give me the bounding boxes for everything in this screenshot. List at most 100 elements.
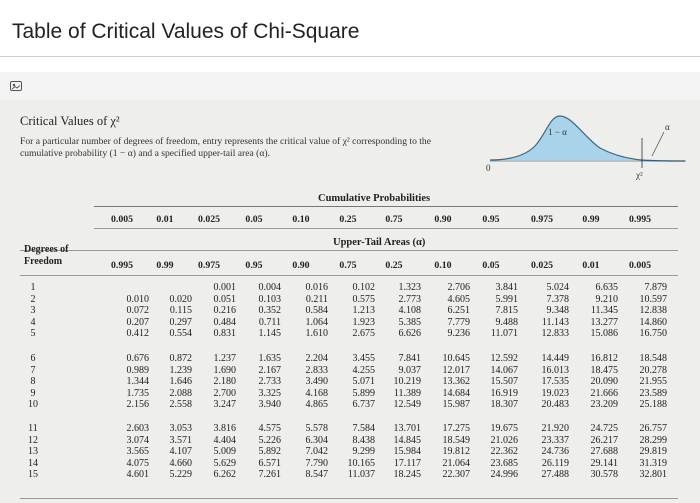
table-cell: 3.565 [126, 446, 150, 457]
degrees-of-freedom-value: 3 [30, 305, 36, 316]
table-cell: 7.042 [305, 446, 329, 457]
table-cell: 7.779 [447, 316, 471, 328]
table-cell: 9.348 [546, 305, 570, 316]
table-cell: 2.204 [305, 353, 329, 364]
image-icon[interactable] [10, 81, 22, 91]
table-cell: 2.156 [126, 399, 150, 410]
title-divider [0, 56, 700, 57]
table-cell: 5.899 [352, 387, 376, 399]
table-cell: 6.304 [305, 434, 329, 446]
table-cell: 3.490 [305, 376, 329, 387]
upper-tail-area-header: 0.05 [482, 260, 500, 271]
chi-square-axis-label: χ² [635, 170, 643, 180]
table-cell: 7.261 [258, 469, 282, 480]
table-cell: 8.547 [305, 469, 329, 480]
table-cell: 5.071 [352, 376, 376, 387]
table-cell: 5.629 [213, 457, 237, 469]
table-cell: 5.024 [546, 282, 570, 293]
table-cell: 0.297 [169, 316, 193, 328]
table-cell: 3.455 [352, 353, 376, 364]
table-cell: 4.605 [447, 293, 471, 305]
cumulative-probabilities-title: Cumulative Probabilities [318, 193, 431, 204]
table-cell: 24.736 [541, 446, 570, 457]
table-cell: 5.991 [495, 293, 519, 305]
table-cell: 2.088 [169, 387, 193, 399]
table-header-bottom-rule [20, 275, 678, 276]
table-cell: 18.307 [490, 399, 519, 410]
table-cell: 4.601 [126, 469, 150, 480]
table-cell: 0.831 [213, 328, 237, 339]
table-cell: 20.090 [590, 376, 619, 387]
table-cell: 5.226 [258, 434, 282, 446]
table-cell: 5.578 [305, 423, 329, 434]
table-cell: 3.325 [258, 387, 282, 399]
table-cell: 1.923 [352, 316, 376, 328]
table-cell: 1.323 [398, 282, 422, 293]
table-cell: 15.507 [490, 376, 519, 387]
table-cell: 4.255 [352, 364, 376, 376]
table-cell: 4.107 [169, 446, 193, 457]
cumulative-probability-header: 0.05 [245, 214, 263, 225]
table-cell: 0.207 [126, 316, 150, 328]
table-cell: 31.319 [639, 457, 668, 469]
table-cell: 2.733 [258, 376, 282, 387]
table-cell: 0.051 [213, 293, 237, 305]
table-cell: 2.603 [126, 423, 150, 434]
table-cell: 0.004 [258, 282, 282, 293]
table-cell: 5.385 [398, 316, 422, 328]
table-cell: 23.589 [639, 387, 668, 399]
table-cell: 0.989 [126, 364, 150, 376]
table-cell: 18.549 [442, 434, 471, 446]
table-top-rule [94, 206, 678, 207]
table-cell: 3.841 [495, 282, 519, 293]
table-cell: 9.488 [495, 316, 519, 328]
table-cell: 1.635 [258, 353, 282, 364]
table-cell: 4.168 [305, 387, 329, 399]
table-cell: 5.892 [258, 446, 282, 457]
table-cell: 14.449 [541, 353, 570, 364]
cumulative-area [490, 116, 642, 160]
table-cell: 1.145 [258, 328, 282, 339]
upper-tail-area-header: 0.10 [434, 260, 452, 271]
degrees-of-freedom-value: 6 [30, 353, 36, 364]
degrees-of-freedom-value: 2 [30, 293, 36, 305]
table-cell: 29.819 [639, 446, 668, 457]
degrees-of-freedom-value: 8 [30, 376, 36, 387]
table-cell: 23.209 [590, 399, 619, 410]
degrees-of-freedom-value: 12 [28, 434, 38, 446]
table-cell: 14.067 [490, 364, 519, 376]
table-cell: 6.251 [447, 305, 471, 316]
table-cell: 2.706 [447, 282, 471, 293]
table-cell: 18.475 [590, 364, 619, 376]
cumulative-probability-header: 0.025 [197, 214, 221, 225]
tail-area-label: α [665, 122, 670, 132]
table-cell: 0.676 [126, 353, 150, 364]
table-cell: 1.213 [352, 305, 376, 316]
table-cell: 6.262 [213, 469, 237, 480]
table-cell: 26.119 [541, 457, 569, 469]
degrees-of-freedom-value: 5 [30, 328, 36, 339]
table-cell: 28.299 [639, 434, 668, 446]
upper-tail-area-header: 0.005 [628, 260, 652, 271]
table-cell: 15.987 [442, 399, 471, 410]
cumulative-probability-header: 0.75 [385, 214, 403, 225]
upper-tail-area-header: 0.25 [385, 260, 403, 271]
table-cell: 30.578 [590, 469, 619, 480]
table-cell: 3.940 [258, 399, 282, 410]
table-cell: 0.412 [126, 328, 150, 339]
table-cell: 0.711 [258, 316, 281, 328]
table-cell: 11.037 [347, 469, 375, 480]
table-cell: 12.833 [541, 328, 570, 339]
table-cell: 4.108 [398, 305, 422, 316]
table-cell: 10.165 [347, 457, 376, 469]
table-cell: 7.790 [305, 457, 329, 469]
section-title: Critical Values of χ² [20, 114, 120, 128]
table-cell: 0.211 [305, 293, 328, 305]
table-cell: 18.245 [393, 469, 422, 480]
cumulative-probability-header: 0.995 [628, 214, 652, 225]
table-cell: 5.009 [213, 446, 237, 457]
table-cell: 2.675 [352, 328, 376, 339]
degrees-of-freedom-value: 14 [28, 457, 38, 469]
degrees-of-freedom-value: 1 [30, 282, 36, 293]
table-cell: 0.872 [169, 353, 193, 364]
